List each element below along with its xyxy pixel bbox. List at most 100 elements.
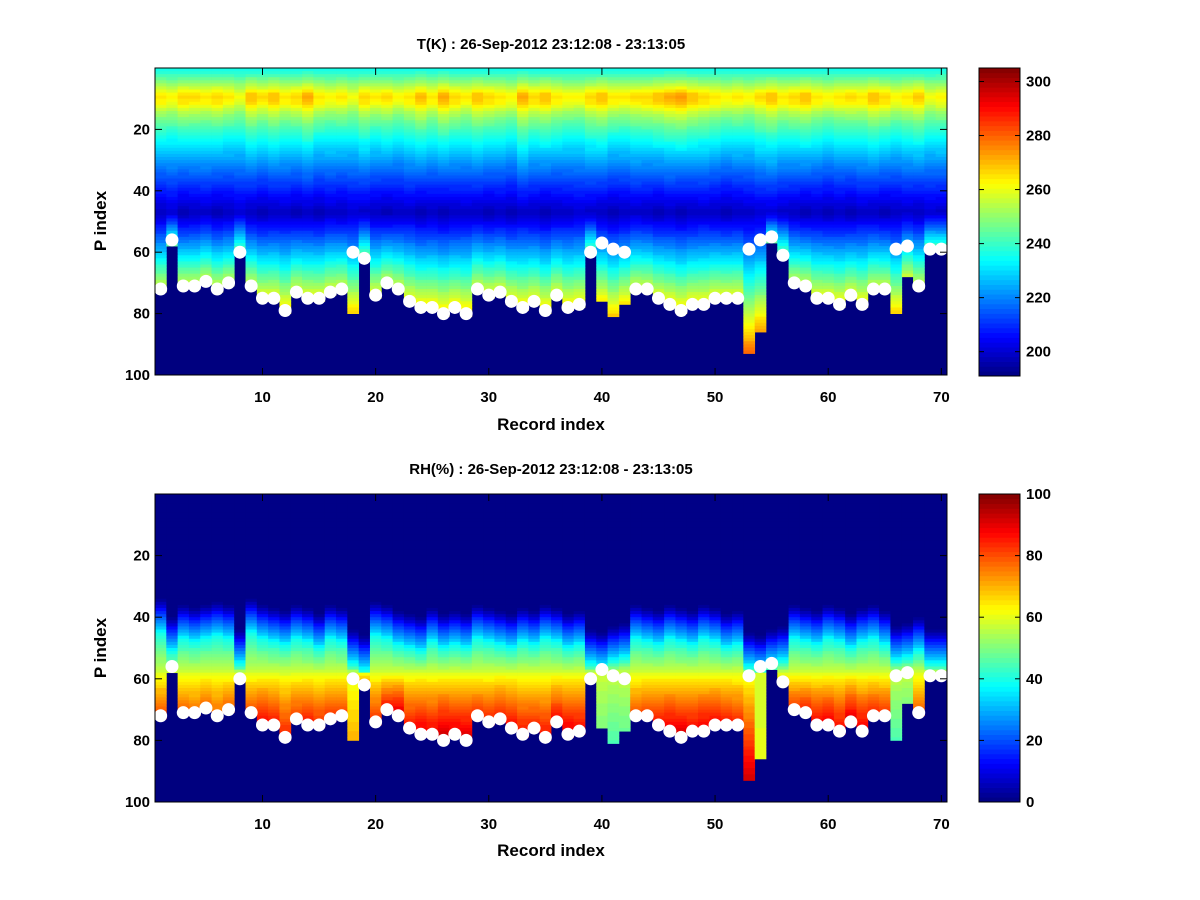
heatmap-cell [483,233,495,238]
heatmap-cell [890,230,903,235]
heatmap-cell [324,80,337,84]
heatmap-cell [686,129,699,133]
heatmap-cell [528,160,541,164]
heatmap-cell [324,264,337,268]
heatmap-cell [845,196,857,201]
heatmap-cell [573,89,586,93]
heatmap-cell [607,83,620,87]
heatmap-cell [856,221,869,225]
heatmap-cell [686,132,699,136]
heatmap-cell [867,212,880,216]
heatmap-cell [166,120,179,124]
heatmap-cell [336,83,348,87]
heatmap-cell [652,252,665,256]
heatmap-cell [539,242,552,247]
heatmap-cell [517,200,529,204]
heatmap-cell [483,83,495,87]
heatmap-cell [743,190,756,195]
heatmap-cell [901,230,914,235]
heatmap-cell [833,144,846,149]
heatmap-cell [245,98,258,103]
heatmap-cell [901,80,914,84]
heatmap-cell [336,144,348,149]
heatmap-cell [403,184,416,189]
heatmap-cell [732,71,744,75]
heatmap-cell [720,71,733,75]
heatmap-cell [222,264,235,268]
heatmap-cell [369,218,382,222]
heatmap-cell [811,117,823,121]
heatmap-cell [268,110,280,115]
heatmap-cell [811,270,823,275]
heatmap-cell [596,147,608,152]
heatmap-cell [494,249,507,253]
heatmap-cell [222,273,235,278]
heatmap-cell [381,129,393,133]
heatmap-cell [811,267,823,272]
heatmap-cell [415,160,427,164]
heatmap-cell [539,129,552,133]
heatmap-cell [222,117,235,121]
heatmap-cell [686,224,699,229]
heatmap-cell [867,279,880,284]
heatmap-cell [743,227,756,232]
heatmap-cell [505,132,518,136]
heatmap-cell [222,77,235,81]
heatmap-cell [222,89,235,93]
heatmap-cell [290,107,303,112]
heatmap-cell [811,209,823,213]
heatmap-cell [607,267,620,272]
heatmap-cell [279,92,292,97]
heatmap-cell [200,89,212,93]
heatmap-cell [879,255,891,259]
heatmap-cell [652,166,665,170]
heatmap-cell [879,236,891,241]
heatmap-cell [811,132,823,136]
heatmap-cell [686,120,699,124]
heatmap-cell [324,157,337,161]
heatmap-cell [437,249,450,253]
heatmap-cell [426,178,439,182]
heatmap-cell [743,332,756,336]
heatmap-cell [641,230,654,235]
heatmap-cell [324,123,337,127]
heatmap-cell [811,282,823,287]
heatmap-cell [539,184,552,189]
heatmap-cell [720,178,733,182]
heatmap-cell [788,206,801,210]
heatmap-cell [268,276,280,281]
heatmap-cell [302,160,314,164]
heatmap-cell [743,74,756,78]
heatmap-cell [675,252,688,256]
heatmap-cell [596,298,608,302]
heatmap-cell [358,221,371,225]
heatmap-cell [845,282,857,287]
heatmap-cell [222,212,235,216]
heatmap-cell [709,227,722,232]
heatmap-cell [641,267,654,272]
heatmap-cell [403,233,416,238]
heatmap-cell [607,227,620,232]
heatmap-cell [765,181,778,186]
heatmap-cell [743,233,756,238]
heatmap-cell [551,258,563,262]
heatmap-cell [573,285,586,290]
heatmap-cell [324,114,337,118]
heatmap-cell [517,126,529,130]
heatmap-cell [245,227,258,232]
heatmap-cell [709,190,722,195]
heatmap-cell [279,107,292,112]
heatmap-cell [449,196,461,201]
heatmap-cell [211,270,224,275]
heatmap-cell [494,196,507,201]
heatmap-cell [822,77,835,81]
heatmap-cell [313,230,326,235]
heatmap-cell [222,71,235,75]
heatmap-cell [234,230,246,235]
heatmap-cell [788,267,801,272]
heatmap-cell [539,175,552,179]
heatmap-cell [743,169,756,173]
heatmap-cell [222,258,235,262]
heatmap-cell [517,282,529,287]
heatmap-cell [177,239,190,244]
